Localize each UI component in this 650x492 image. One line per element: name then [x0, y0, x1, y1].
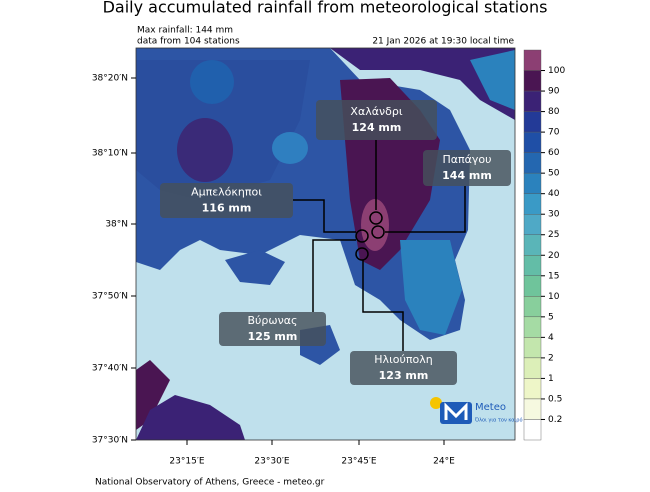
- color-box: [523, 172, 542, 194]
- color-box: [523, 70, 542, 92]
- lon-label: 24°E: [433, 457, 455, 467]
- callout-value: 116 mm: [202, 202, 252, 215]
- colorbar-label: 50: [548, 169, 560, 179]
- callout-name: Χαλάνδρι: [350, 105, 402, 118]
- callout-value: 123 mm: [379, 369, 429, 382]
- lat-label: 37°50′N: [92, 292, 128, 302]
- logo-name: Meteo: [475, 402, 506, 413]
- color-box: [523, 111, 542, 133]
- color-box: [523, 296, 542, 318]
- title: Daily accumulated rainfall from meteorol…: [103, 0, 548, 17]
- color-box: [523, 398, 542, 420]
- colorbar-label: 30: [548, 210, 560, 220]
- colorbar-label: 4: [548, 333, 554, 343]
- color-box: [523, 316, 542, 338]
- color-box: [523, 357, 542, 379]
- colorbar-label: 60: [548, 148, 560, 158]
- colorbar-label: 5: [548, 312, 554, 322]
- colorbar-label: 80: [548, 107, 560, 117]
- colorbar-label: 0.2: [548, 415, 562, 425]
- colorbar-label: 10: [548, 292, 560, 302]
- callout-box: [350, 351, 457, 385]
- callout-name: Βύρωνας: [248, 314, 298, 327]
- info-time: 21 Jan 2026 at 19:30 local time: [372, 37, 514, 47]
- lon-label: 23°15′E: [169, 457, 204, 467]
- color-box: [523, 90, 542, 112]
- info-max: Max rainfall: 144 mm: [137, 26, 233, 36]
- callout-name: Αμπελόκηποι: [191, 186, 262, 199]
- callout-name: Ηλιούπολη: [374, 353, 432, 366]
- colorbar-label: 1: [548, 374, 554, 384]
- callout-value: 125 mm: [248, 330, 298, 343]
- callout-box: [219, 312, 326, 346]
- logo-slogan: Όλοι για τον καιρό: [474, 417, 523, 424]
- info-stations: data from 104 stations: [137, 37, 240, 47]
- lat-label: 37°40′N: [92, 364, 128, 374]
- colorbar-label: 15: [548, 271, 559, 281]
- color-box: [523, 234, 542, 256]
- colorbar-label: 2: [548, 353, 554, 363]
- color-box: [523, 214, 542, 235]
- color-box: [523, 337, 542, 359]
- color-box: [523, 255, 542, 276]
- color-box: [523, 49, 542, 71]
- lat-label: 38°20′N: [92, 74, 128, 84]
- lat-label: 38°N: [105, 220, 128, 230]
- lon-label: 23°45′E: [341, 457, 376, 467]
- color-box: [523, 131, 542, 153]
- lat-label: 37°30′N: [92, 436, 128, 446]
- colorbar-label: 20: [548, 251, 560, 261]
- colorbar-label: 100: [548, 66, 565, 76]
- color-box: [523, 378, 542, 400]
- colorbar-label: 25: [548, 230, 559, 240]
- colorbar-label: 0.5: [548, 394, 562, 404]
- colorbar-label: 70: [548, 128, 560, 138]
- color-box: [523, 275, 542, 297]
- logo: Meteo Όλοι για τον καιρό: [430, 397, 523, 424]
- callout-box: [423, 150, 511, 186]
- callout-box: [160, 183, 293, 218]
- callout-name: Παπάγου: [442, 153, 491, 166]
- lon-label: 23°30′E: [254, 457, 289, 467]
- callout-box: [316, 100, 437, 140]
- colorbar-label: 40: [548, 189, 560, 199]
- lat-label: 38°10′N: [92, 149, 128, 159]
- colorbar-label: 90: [548, 87, 560, 97]
- color-box: [523, 419, 542, 441]
- callout-value: 144 mm: [442, 169, 492, 182]
- footer: National Observatory of Athens, Greece -…: [95, 478, 325, 488]
- color-box: [523, 193, 542, 215]
- callout-value: 124 mm: [352, 121, 402, 134]
- color-box: [523, 152, 542, 174]
